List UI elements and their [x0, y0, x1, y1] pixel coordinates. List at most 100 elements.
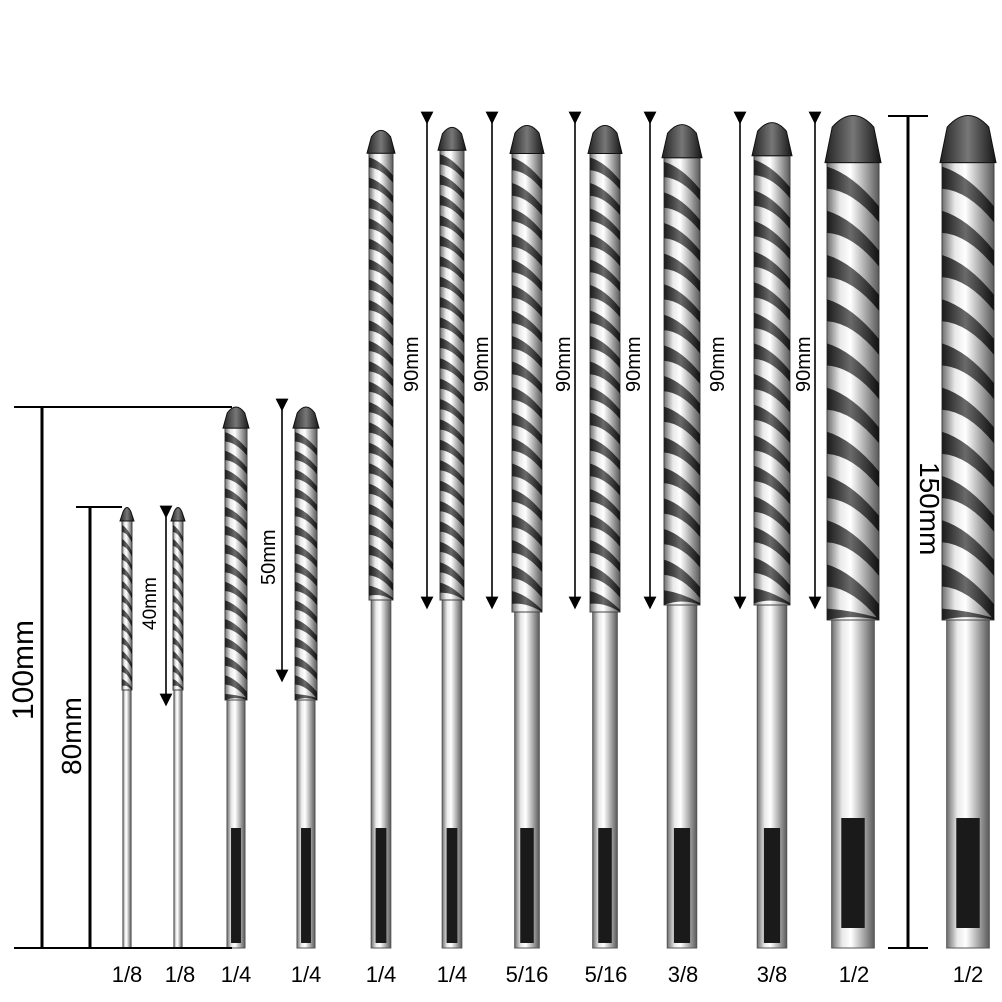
bit-spiral-flute [122, 665, 132, 683]
bit-spiral-flute [590, 361, 620, 394]
drill-bit-4 [292, 406, 320, 949]
bit-carbide-tip [437, 126, 467, 151]
bit-spiral-flute [295, 619, 317, 643]
bit-spiral-flute [754, 404, 790, 444]
bit-spiral-flute [225, 637, 247, 662]
bit-spiral-flute [827, 343, 879, 400]
bit-spiral-flute [512, 565, 542, 598]
bit-spiral-flute [754, 435, 790, 474]
bit-spiral-flute [225, 488, 247, 512]
bit-spiral-flute [440, 378, 464, 405]
bit-spiral-flute [440, 256, 464, 282]
bit-spiral-flute [512, 361, 542, 394]
bit-spiral-flute [590, 565, 620, 598]
bit-spiral-flute [295, 450, 317, 475]
bit-spiral-flute [827, 564, 879, 620]
bit-spiral-flute [440, 235, 464, 262]
bit-size-label-11: 1/2 [839, 962, 870, 987]
bit-spiral-flute [827, 608, 879, 620]
drill-bit-11 [824, 115, 882, 949]
bit-spiral-flute [173, 581, 183, 599]
bit-spiral-flute [664, 559, 700, 599]
bit-spiral-flute [369, 463, 393, 489]
bit-spiral-flute [295, 525, 317, 550]
bit-spiral-flute [590, 208, 620, 241]
bit-carbide-tip [292, 406, 320, 429]
bit-carbide-tip [366, 129, 396, 154]
drill-bit-9 [661, 124, 703, 949]
bit-spiral-flute [512, 412, 542, 445]
dim-label-50mm: 50mm [258, 529, 280, 585]
bit-spiral-flute [754, 527, 790, 566]
bit-spiral-flute [440, 460, 464, 486]
bit-spiral-flute [369, 198, 393, 224]
bit-spiral-flute [440, 439, 464, 466]
bit-spiral-flute [440, 480, 464, 507]
hex-shank-flat [763, 828, 781, 943]
bit-spiral-flute [942, 255, 994, 311]
bit-spiral-flute [942, 343, 994, 400]
bit-size-label-9: 3/8 [668, 962, 699, 987]
bit-spiral-flute [440, 541, 464, 568]
bit-spiral-flute [225, 619, 247, 643]
bit-spiral-flute [173, 567, 183, 585]
bit-spiral-flute [664, 253, 700, 293]
bit-spiral-flute [440, 501, 464, 527]
bit-spiral-flute [122, 679, 132, 690]
bit-carbide-tip [824, 115, 882, 164]
bit-spiral-flute [664, 498, 700, 537]
bit-spiral-flute [369, 340, 393, 367]
bit-spiral-flute [827, 431, 879, 488]
bit-spiral-flute [440, 215, 464, 242]
bit-spiral-flute [369, 381, 393, 408]
bit-spiral-flute [295, 544, 317, 568]
bit-spiral-flute [942, 210, 994, 267]
bit-spiral-flute [225, 563, 247, 587]
bit-spiral-flute [590, 259, 620, 292]
bit-shank [514, 611, 540, 949]
bit-spiral-flute [173, 679, 183, 690]
bit-spiral-flute [225, 600, 247, 624]
bit-size-label-5: 1/4 [366, 962, 397, 987]
bit-spiral-flute [512, 183, 542, 216]
bit-spiral-flute [295, 469, 317, 494]
dim-label-90mm-5: 90mm [707, 336, 729, 392]
bit-spiral-flute [369, 361, 393, 387]
bit-spiral-flute [295, 432, 317, 456]
bit-spiral-flute [827, 520, 879, 576]
bit-size-label-6: 1/4 [437, 962, 468, 987]
drill-bit-10 [751, 122, 793, 949]
bit-spiral-flute [512, 540, 542, 573]
bit-spiral-flute [440, 358, 464, 384]
bit-spiral-flute [440, 154, 464, 180]
bit-size-label-1: 1/8 [112, 962, 143, 987]
bit-spiral-flute [173, 553, 183, 571]
bit-spiral-flute [173, 665, 183, 683]
bit-spiral-flute [512, 438, 542, 471]
bit-spiral-flute [295, 488, 317, 512]
bit-spiral-flute [440, 337, 464, 364]
bit-spiral-flute [754, 312, 790, 352]
bit-spiral-flute [440, 174, 464, 201]
bit-spiral-flute [590, 412, 620, 445]
bit-carbide-tip [509, 125, 545, 154]
bit-spiral-flute [295, 506, 317, 531]
bit-spiral-flute [590, 183, 620, 216]
bit-size-label-10: 3/8 [757, 962, 788, 987]
bit-spiral-flute [369, 565, 393, 591]
bit-spiral-flute [590, 591, 620, 612]
bit-spiral-flute [122, 539, 132, 557]
bit-spiral-flute [369, 402, 393, 428]
bit-carbide-tip [170, 506, 186, 522]
bit-spiral-flute [369, 585, 393, 600]
drill-bit-8 [587, 125, 623, 949]
dim-label-100mm: 100mm [7, 620, 40, 720]
bit-shank [173, 689, 183, 949]
bit-spiral-flute [122, 637, 132, 655]
bit-size-label-8: 5/16 [585, 962, 628, 987]
bit-spiral-flute [664, 376, 700, 415]
bit-spiral-flute [440, 521, 464, 548]
bit-spiral-flute [369, 177, 393, 204]
bit-spiral-flute [590, 540, 620, 573]
